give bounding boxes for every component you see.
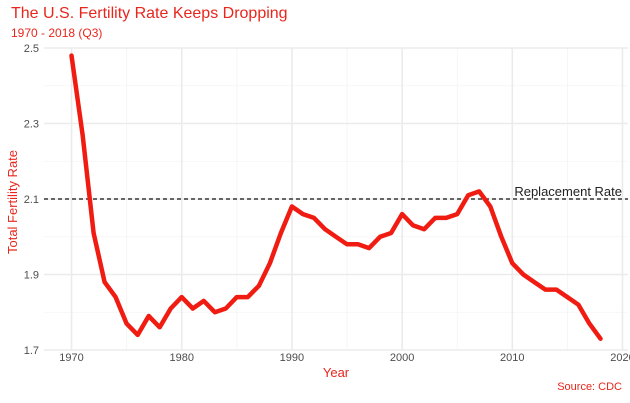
- chart-title: The U.S. Fertility Rate Keeps Dropping: [11, 5, 288, 22]
- y-tick-label: 1.7: [24, 345, 39, 357]
- y-tick-label: 1.9: [24, 270, 39, 282]
- x-tick-label: 2010: [500, 352, 524, 364]
- x-axis-title: Year: [323, 365, 350, 380]
- y-tick-label: 2.3: [24, 119, 39, 131]
- grid: [44, 47, 628, 351]
- x-tick-label: 1970: [59, 352, 83, 364]
- x-tick-label: 2020: [610, 352, 630, 364]
- x-axis-ticks: 1970 1980 1990 2000 2010 2020: [59, 352, 630, 364]
- y-tick-label: 2.5: [24, 43, 39, 55]
- y-axis-title: Total Fertility Rate: [5, 150, 20, 254]
- fertility-rate-line: [69, 53, 603, 341]
- y-tick-label: 2.1: [24, 194, 39, 206]
- y-axis-ticks: 1.7 1.9 2.1 2.3 2.5: [24, 43, 39, 357]
- series-layer: [69, 53, 603, 341]
- x-tick-label: 1980: [169, 352, 193, 364]
- source-caption: Source: CDC: [557, 381, 622, 393]
- x-tick-label: 2000: [390, 352, 414, 364]
- x-tick-label: 1990: [280, 352, 304, 364]
- replacement-rate-label: Replacement Rate: [514, 184, 622, 199]
- replacement-rate-line: Replacement Rate: [44, 184, 628, 200]
- chart-subtitle: 1970 - 2018 (Q3): [11, 26, 103, 40]
